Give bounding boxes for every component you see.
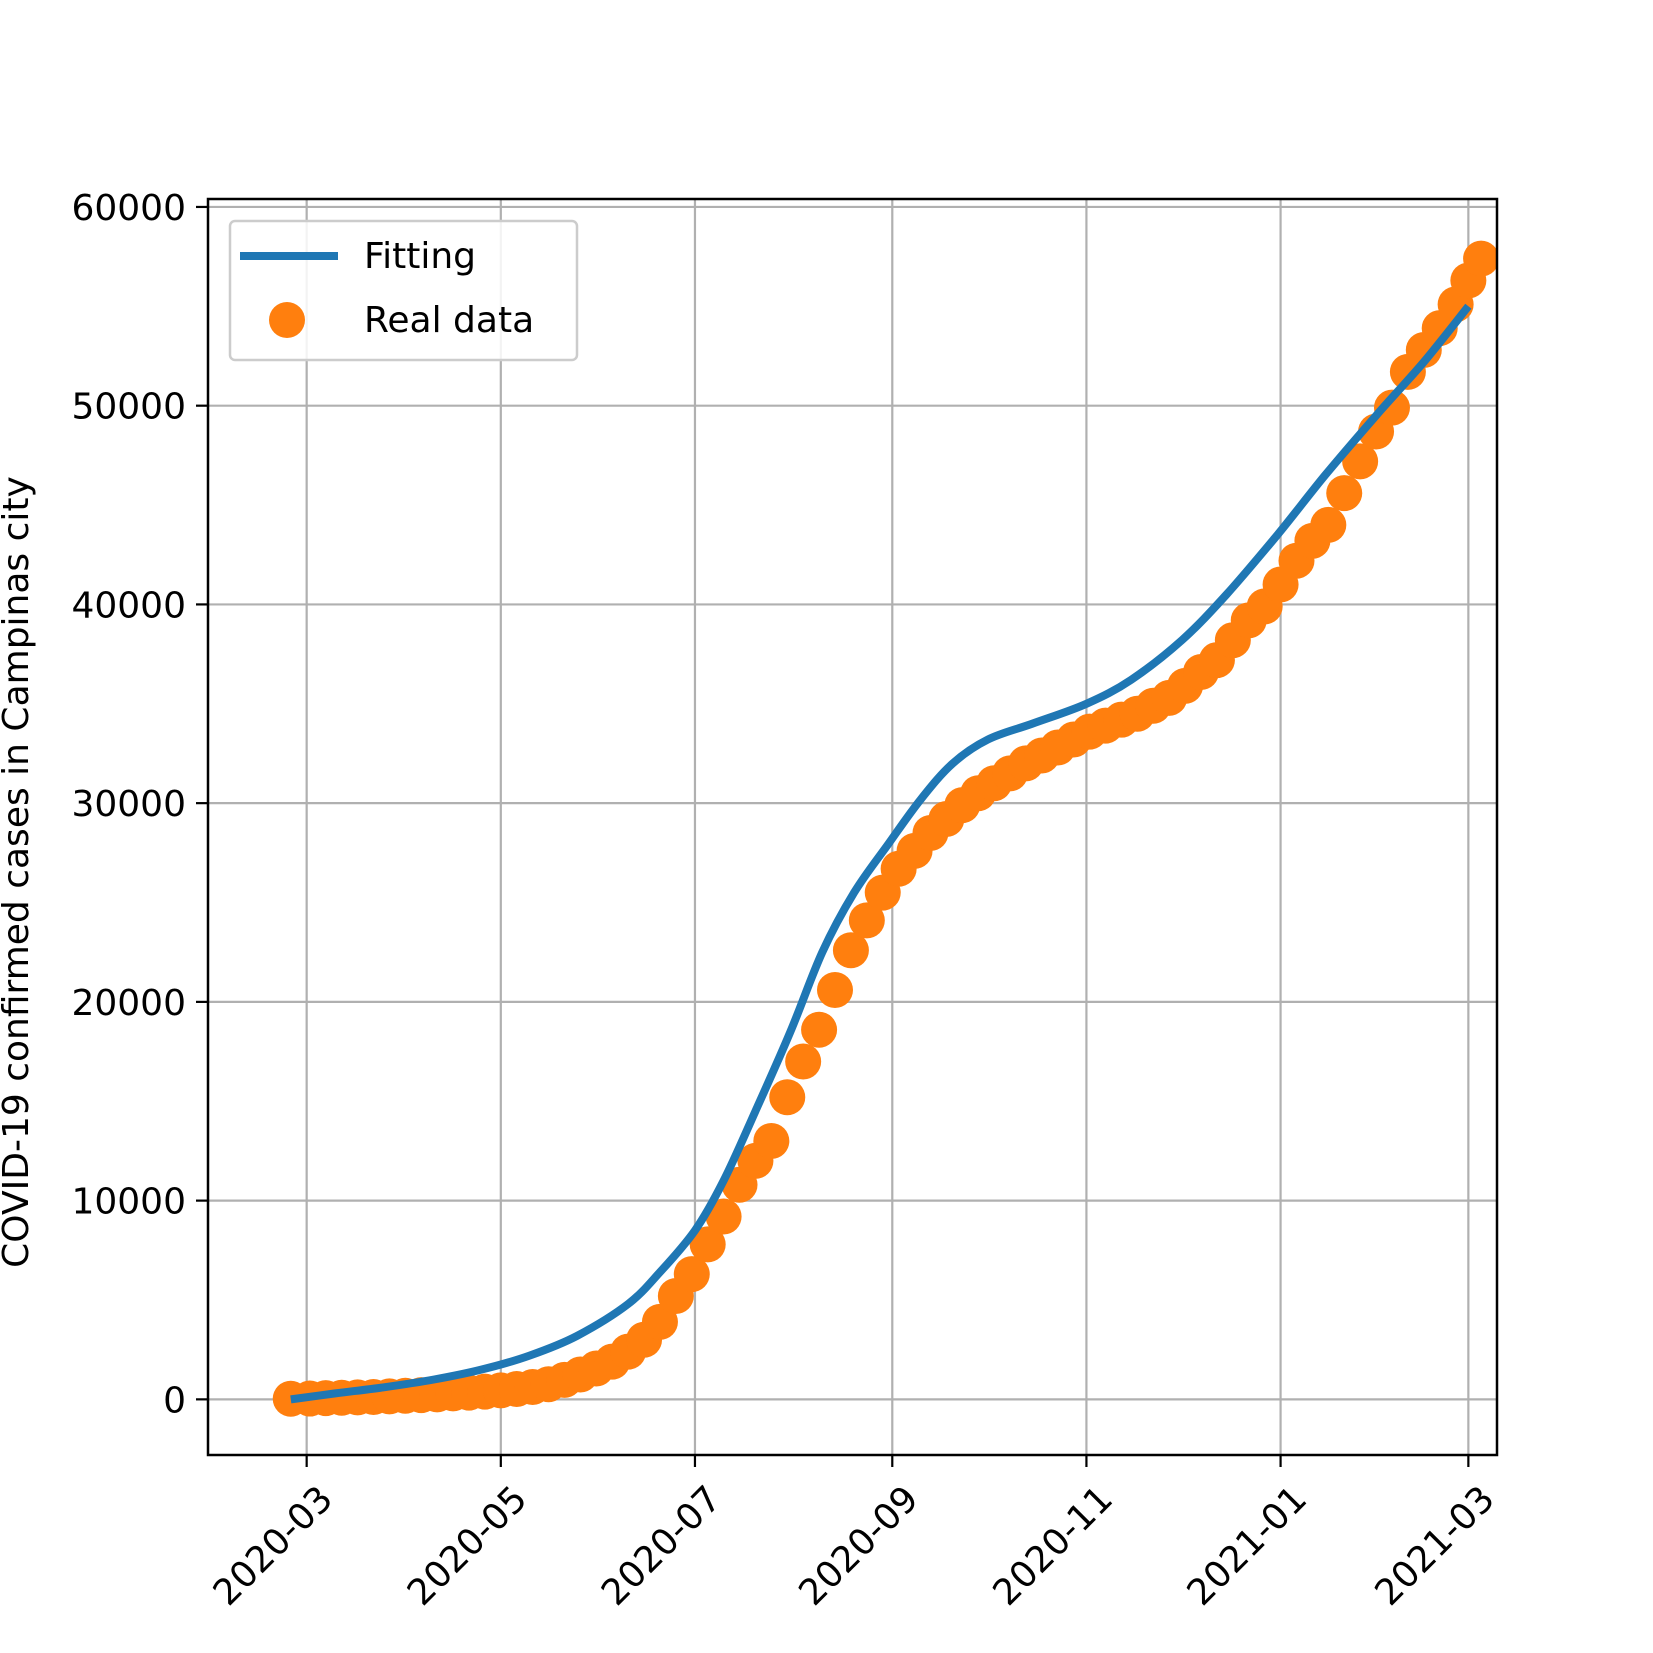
legend-real-data-label: Real data: [364, 300, 534, 341]
y-axis: 0 10000 20000 30000 40000 50000 60000: [71, 188, 208, 1421]
y-tick-label: 50000: [71, 387, 186, 428]
legend-real-data-swatch: [269, 302, 305, 338]
real-data-point: [816, 971, 853, 1008]
real-data-point: [1463, 240, 1497, 277]
real-data-point: [769, 1079, 806, 1116]
real-data-point: [641, 1303, 678, 1340]
y-tick-label: 20000: [71, 983, 186, 1024]
real-data-point: [832, 932, 869, 969]
y-tick-label: 30000: [71, 784, 186, 825]
real-data-point: [753, 1123, 790, 1159]
y-axis-label: COVID-19 confirmed cases in Campinas cit…: [0, 476, 37, 1268]
real-data-point: [1342, 443, 1379, 480]
fitting-line: [290, 303, 1472, 1404]
plot-series: [272, 240, 1497, 1417]
real-data-point: [1326, 475, 1363, 512]
real-data-point: [705, 1198, 742, 1235]
real-data-point: [1373, 389, 1410, 426]
y-tick-label: 0: [163, 1380, 186, 1421]
y-tick-label: 10000: [71, 1182, 186, 1223]
legend: Fitting Real data: [228, 219, 579, 362]
real-data-point: [785, 1043, 822, 1080]
axes-frame: [206, 197, 1499, 1457]
y-tick-label: 40000: [71, 585, 186, 626]
real-data-point: [848, 902, 885, 939]
real-data-point: [801, 1011, 838, 1048]
real-data-point: [673, 1256, 710, 1293]
real-data-point: [689, 1226, 726, 1263]
real-data-point: [1310, 506, 1347, 543]
legend-fitting-label: Fitting: [364, 236, 476, 277]
y-tick-label: 60000: [71, 188, 186, 229]
